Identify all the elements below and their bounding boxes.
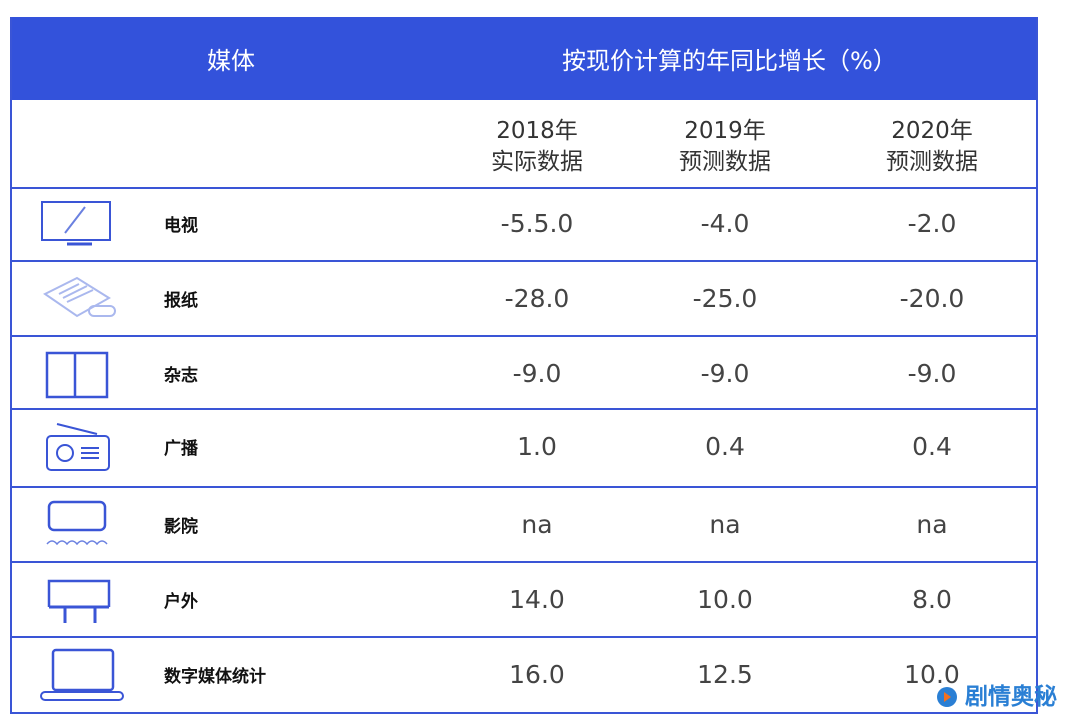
col-2020: 2020年 预测数据 <box>886 118 978 175</box>
radio-icon <box>46 423 110 471</box>
table-row: 影院 na na na <box>12 488 1036 563</box>
table-row: 杂志 -9.0 -9.0 -9.0 <box>12 337 1036 410</box>
table-row: 数字媒体统计 16.0 12.5 10.0 <box>12 638 1036 714</box>
media-label: 电视 <box>164 216 198 236</box>
cell-value: -5.5.0 <box>500 209 574 238</box>
tv-icon <box>41 201 111 246</box>
media-label: 广播 <box>164 439 198 459</box>
media-label: 杂志 <box>164 366 198 386</box>
cell-value: 16.0 <box>509 660 565 689</box>
billboard-icon <box>47 579 111 623</box>
cell-value: 8.0 <box>912 585 952 614</box>
cell-value: 10.0 <box>904 660 960 689</box>
cell-value: 0.4 <box>705 432 745 461</box>
cell-value: -4.0 <box>700 209 750 238</box>
media-label: 数字媒体统计 <box>164 667 266 687</box>
cell-value: na <box>709 510 741 539</box>
table-row: 电视 -5.5.0 -4.0 -2.0 <box>12 187 1036 262</box>
cell-value: -20.0 <box>899 284 965 313</box>
media-header: 媒体 <box>207 47 255 75</box>
cinema-icon <box>46 500 108 546</box>
watermark-logo-icon <box>937 687 957 707</box>
growth-header: 按现价计算的年同比增长（%） <box>562 47 897 75</box>
table-header: 媒体 按现价计算的年同比增长（%） <box>12 17 1036 100</box>
watermark: 剧情奥秘 <box>935 677 1057 711</box>
newspaper-icon <box>43 276 116 318</box>
col-2019: 2019年 预测数据 <box>679 118 771 175</box>
book-icon <box>45 351 109 399</box>
cell-value: 0.4 <box>912 432 952 461</box>
cell-value: -25.0 <box>692 284 758 313</box>
cell-value: -9.0 <box>907 359 957 388</box>
cell-value: 14.0 <box>509 585 565 614</box>
cell-value: na <box>521 510 553 539</box>
laptop-icon <box>40 648 124 701</box>
table-row: 广播 1.0 0.4 0.4 <box>12 410 1036 488</box>
cell-value: 10.0 <box>697 585 753 614</box>
media-label: 报纸 <box>164 291 198 311</box>
cell-value: 1.0 <box>517 432 557 461</box>
media-label: 户外 <box>164 592 198 612</box>
media-label: 影院 <box>164 517 198 537</box>
cell-value: -28.0 <box>504 284 570 313</box>
year-header-row: 2018年 实际数据 2019年 预测数据 2020年 预测数据 <box>12 100 1036 189</box>
cell-value: na <box>916 510 948 539</box>
col-2018: 2018年 实际数据 <box>491 118 583 175</box>
cell-value: -9.0 <box>512 359 562 388</box>
media-growth-table: 媒体 按现价计算的年同比增长（%） 2018年 实际数据 2019年 预测数据 20… <box>10 17 1038 714</box>
table-row: 户外 14.0 10.0 8.0 <box>12 563 1036 638</box>
cell-value: 12.5 <box>697 660 753 689</box>
table-row: 报纸 -28.0 -25.0 -20.0 <box>12 262 1036 337</box>
cell-value: -2.0 <box>907 209 957 238</box>
cell-value: -9.0 <box>700 359 750 388</box>
